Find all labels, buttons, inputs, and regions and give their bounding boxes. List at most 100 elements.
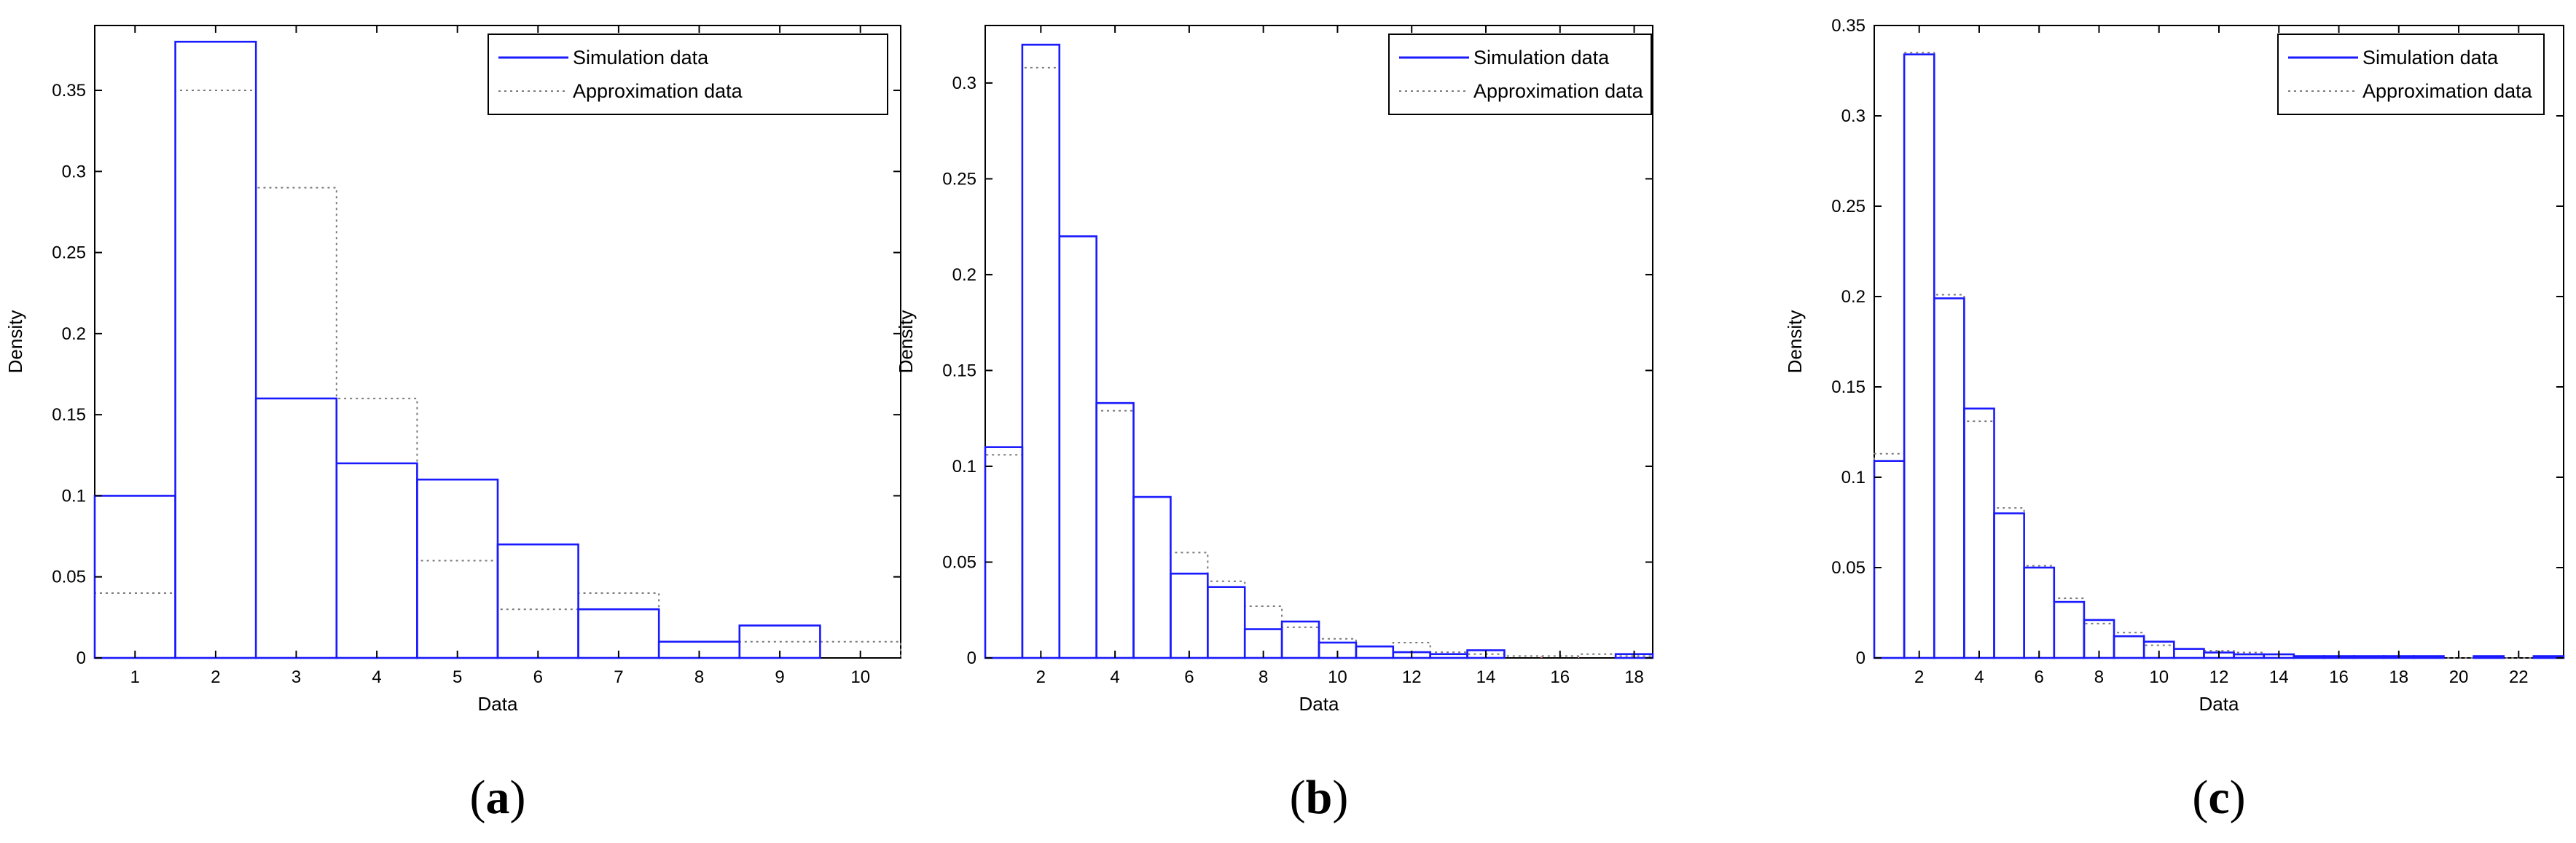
x-tick-label: 10 — [1328, 667, 1347, 687]
x-tick-label: 16 — [1550, 667, 1570, 687]
simulation-bar-23 — [2532, 655, 2565, 659]
panel-caption-letter: b — [1306, 771, 1333, 824]
simulation-bar-21 — [2473, 655, 2505, 659]
x-tick-label: 1 — [130, 667, 140, 687]
simulation-bar-4 — [1095, 401, 1135, 659]
simulation-bar-1 — [1873, 460, 1906, 659]
x-tick-label: 7 — [614, 667, 623, 687]
simulation-bar-15 — [2293, 655, 2325, 659]
x-tick-label: 8 — [2094, 667, 2104, 687]
simulation-bar-6 — [496, 543, 579, 659]
y-tick-label: 0.05 — [1831, 558, 1866, 578]
chart-panel-b: 2 4 6 8 10 12 14 16 18 0 0.05 0.1 0.15 0.2 0.25 0.3 Data… — [895, 25, 1654, 824]
panel-caption-letter: c — [2208, 771, 2229, 824]
y-tick-label: 0.15 — [942, 361, 976, 380]
y-tick-label: 0.25 — [52, 243, 86, 263]
legend-approximation-label: Approximation data — [2362, 80, 2533, 102]
x-tick-label: 14 — [1476, 667, 1496, 687]
y-tick-label: 0.3 — [62, 162, 86, 181]
x-axis-label: Data — [478, 693, 518, 715]
legend: Simulation data Approximation data — [2277, 34, 2545, 115]
simulation-bar-4 — [1963, 407, 1995, 659]
simulation-bar-7 — [2053, 600, 2086, 659]
x-tick-label: 6 — [1184, 667, 1194, 687]
simulation-bar-5 — [416, 478, 499, 659]
panel-caption-open: ( — [2192, 771, 2208, 824]
legend-approximation-label: Approximation data — [1473, 80, 1644, 102]
simulation-bar-11 — [2173, 648, 2205, 659]
simulation-bar-13 — [1429, 653, 1468, 659]
y-tick-label: 0.3 — [1841, 106, 1866, 126]
x-tick-label: 12 — [1402, 667, 1422, 687]
x-tick-label: 5 — [453, 667, 462, 687]
simulation-bar-3 — [1058, 235, 1097, 659]
approximation-series-b — [984, 66, 1653, 658]
chart-panel-c: 2 4 6 8 10 12 14 16 18 20 22 0 0.05 0.1 0.15 0.2 0.25 0.3… — [1784, 16, 2565, 824]
y-tick-label: 0.2 — [62, 324, 86, 344]
x-tick-label: 2 — [1036, 667, 1046, 687]
x-tick-label: 14 — [2269, 667, 2289, 687]
simulation-bar-5 — [1132, 495, 1172, 659]
panel-caption-letter: a — [486, 771, 510, 824]
legend-box — [488, 34, 888, 115]
simulation-bar-19 — [2413, 655, 2445, 659]
x-tick-label: 6 — [533, 667, 543, 687]
legend-simulation-label: Simulation data — [2362, 47, 2499, 68]
simulation-bar-3 — [254, 397, 338, 659]
panel-caption-close: ) — [510, 771, 526, 824]
simulation-bar-4 — [335, 462, 418, 659]
x-tick-label: 8 — [694, 667, 704, 687]
x-tick-label: 2 — [211, 667, 220, 687]
x-tick-label: 9 — [775, 667, 784, 687]
legend-box — [2277, 34, 2545, 115]
y-tick-label: 0 — [77, 648, 86, 668]
panel-caption-b: (b) — [1290, 771, 1349, 824]
simulation-bar-9 — [2113, 635, 2145, 659]
y-tick-label: 0.2 — [952, 265, 976, 285]
axes-frame — [1874, 25, 2564, 659]
panel-caption-a: (a) — [470, 771, 526, 824]
simulation-bar-6 — [2023, 566, 2056, 659]
simulation-bar-6 — [1170, 572, 1209, 659]
simulation-bar-9 — [1280, 620, 1320, 659]
y-tick-label: 0.35 — [52, 81, 86, 101]
y-tick-label: 0.15 — [1831, 377, 1866, 397]
x-tick-label: 20 — [2449, 667, 2469, 687]
x-tick-label: 4 — [1110, 667, 1119, 687]
simulation-bar-3 — [1933, 297, 1965, 659]
legend: Simulation data Approximation data — [488, 34, 888, 115]
simulation-bar-17 — [2352, 655, 2385, 659]
x-tick-label: 12 — [2209, 667, 2229, 687]
legend-simulation-label: Simulation data — [573, 47, 709, 68]
y-tick-label: 0.15 — [52, 405, 86, 425]
x-tick-label: 16 — [2329, 667, 2349, 687]
panel-caption-open: ( — [470, 771, 486, 824]
panel-caption-close: ) — [2230, 771, 2246, 824]
y-axis-label: Density — [895, 310, 917, 374]
legend-simulation-label: Simulation data — [1473, 47, 1610, 68]
x-tick-label: 4 — [1974, 667, 1984, 687]
y-tick-label: 0.2 — [1841, 287, 1866, 307]
x-tick-label: 10 — [2149, 667, 2169, 687]
x-axis-label: Data — [1299, 693, 1339, 715]
simulation-bar-1 — [93, 495, 176, 659]
x-tick-label: 6 — [2035, 667, 2044, 687]
approximation-series-c — [1874, 52, 2564, 659]
y-tick-label: 0.3 — [952, 74, 976, 93]
simulation-bar-2 — [1021, 44, 1061, 659]
y-tick-label: 0 — [1856, 648, 1866, 668]
y-tick-label: 0.25 — [1831, 197, 1866, 216]
panel-caption-c: (c) — [2192, 771, 2245, 824]
x-tick-label: 18 — [2389, 667, 2408, 687]
simulation-bar-7 — [1207, 586, 1246, 659]
y-tick-label: 0.1 — [62, 486, 86, 506]
y-tick-label: 0.25 — [942, 169, 976, 189]
y-axis-label: Density — [1784, 310, 1806, 374]
chart-panel-a: 1 2 3 4 5 6 7 8 9 10 0 0.05 0.1 0.15 0.2 0.25 0.3 0.35 Dat… — [4, 25, 901, 824]
y-tick-label: 0.05 — [942, 552, 976, 572]
simulation-bar-7 — [577, 608, 660, 659]
x-tick-label: 18 — [1624, 667, 1644, 687]
y-tick-label: 0.35 — [1831, 16, 1866, 36]
simulation-bar-13 — [2233, 653, 2265, 659]
